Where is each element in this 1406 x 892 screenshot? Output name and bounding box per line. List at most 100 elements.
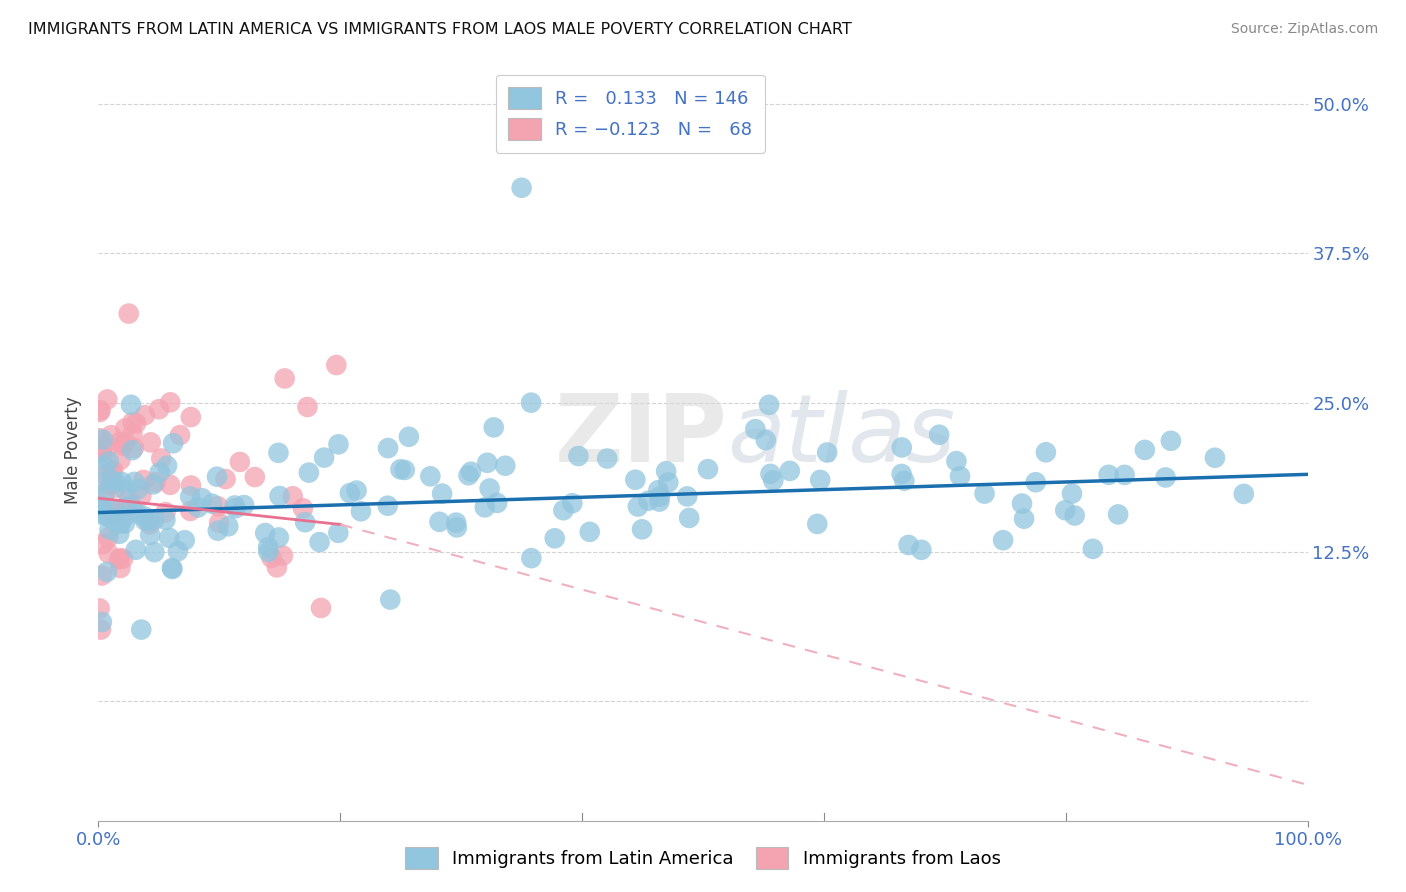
Point [94,442,117,456]
Point [478,482,501,496]
Point [134,408,156,422]
Point [567,449,589,463]
Point [148,402,170,417]
Point [1154,470,1177,484]
Point [120,499,142,513]
Point [108,435,131,450]
Point [755,433,778,447]
Legend: Immigrants from Latin America, Immigrants from Laos: Immigrants from Latin America, Immigrant… [396,838,1010,879]
Point [110,561,132,575]
Point [120,398,142,412]
Point [1054,503,1077,517]
Point [97,546,120,560]
Point [273,371,295,385]
Point [890,467,912,481]
Point [637,493,659,508]
Point [134,514,156,528]
Point [97,454,120,468]
Point [179,504,201,518]
Text: Source: ZipAtlas.com: Source: ZipAtlas.com [1230,22,1378,37]
Point [125,506,148,520]
Point [93,458,115,473]
Point [297,400,319,414]
Legend: R =   0.133   N = 146, R = −0.123   N =   68: R = 0.133 N = 146, R = −0.123 N = 68 [496,75,765,153]
Point [1097,467,1119,482]
Point [314,450,336,465]
Point [294,515,316,529]
Point [346,483,368,498]
Point [224,499,246,513]
Point [205,469,228,483]
Point [655,464,678,478]
Point [96,392,118,407]
Point [398,430,420,444]
Point [631,522,654,536]
Point [1107,508,1129,522]
Point [114,435,136,450]
Point [114,516,136,531]
Point [890,441,912,455]
Point [553,503,575,517]
Point [1060,486,1083,500]
Point [97,531,120,545]
Point [1114,467,1136,482]
Point [90,568,112,582]
Point [132,509,155,524]
Point [648,494,671,508]
Point [328,437,350,451]
Point [96,565,118,579]
Point [991,533,1014,548]
Point [139,517,162,532]
Point [928,427,950,442]
Point [108,551,131,566]
Point [100,501,122,516]
Point [389,462,412,476]
Point [125,542,148,557]
Point [101,513,124,527]
Point [494,458,516,473]
Point [91,502,114,516]
Point [377,441,399,455]
Point [191,491,214,506]
Point [124,475,146,489]
Point [156,458,179,473]
Point [271,549,294,563]
Point [477,456,499,470]
Point [1133,442,1156,457]
Point [201,497,224,511]
Point [1204,450,1226,465]
Point [578,524,600,539]
Point [460,465,482,479]
Point [157,531,180,545]
Point [1025,475,1047,490]
Point [131,489,153,503]
Point [561,496,583,510]
Point [142,477,165,491]
Point [162,562,184,576]
Point [657,475,679,490]
Point [114,421,136,435]
Point [350,504,373,518]
Point [394,463,416,477]
Point [90,508,112,522]
Point [150,451,173,466]
Point [1011,497,1033,511]
Point [108,552,131,566]
Point [104,475,127,490]
Point [155,505,177,519]
Point [233,498,256,512]
Point [224,501,246,516]
Point [973,486,995,500]
Point [91,433,114,447]
Point [949,469,972,483]
Point [110,453,132,467]
Point [127,482,149,496]
Point [298,466,321,480]
Point [429,515,451,529]
Point [96,508,118,523]
Point [544,531,567,545]
Point [180,478,202,492]
Point [1012,512,1035,526]
Point [308,535,330,549]
Point [112,551,135,566]
